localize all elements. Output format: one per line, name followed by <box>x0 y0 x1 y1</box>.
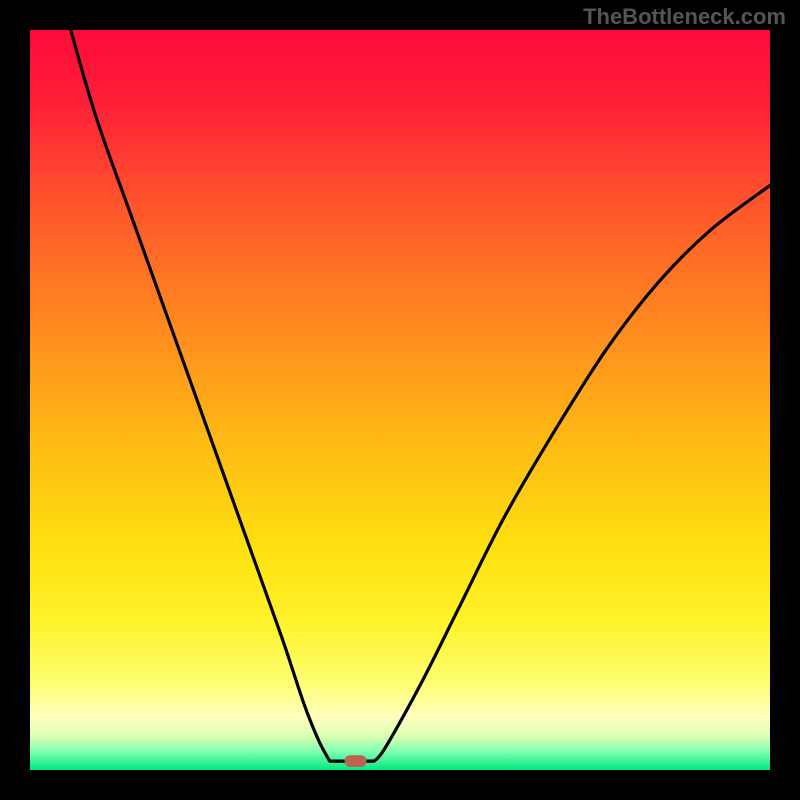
chart-frame: TheBottleneck.com <box>0 0 800 800</box>
optimal-marker <box>345 755 367 767</box>
plot-area <box>30 30 770 770</box>
gradient-background <box>30 30 770 770</box>
bottleneck-chart <box>30 30 770 770</box>
watermark-text: TheBottleneck.com <box>583 4 786 30</box>
